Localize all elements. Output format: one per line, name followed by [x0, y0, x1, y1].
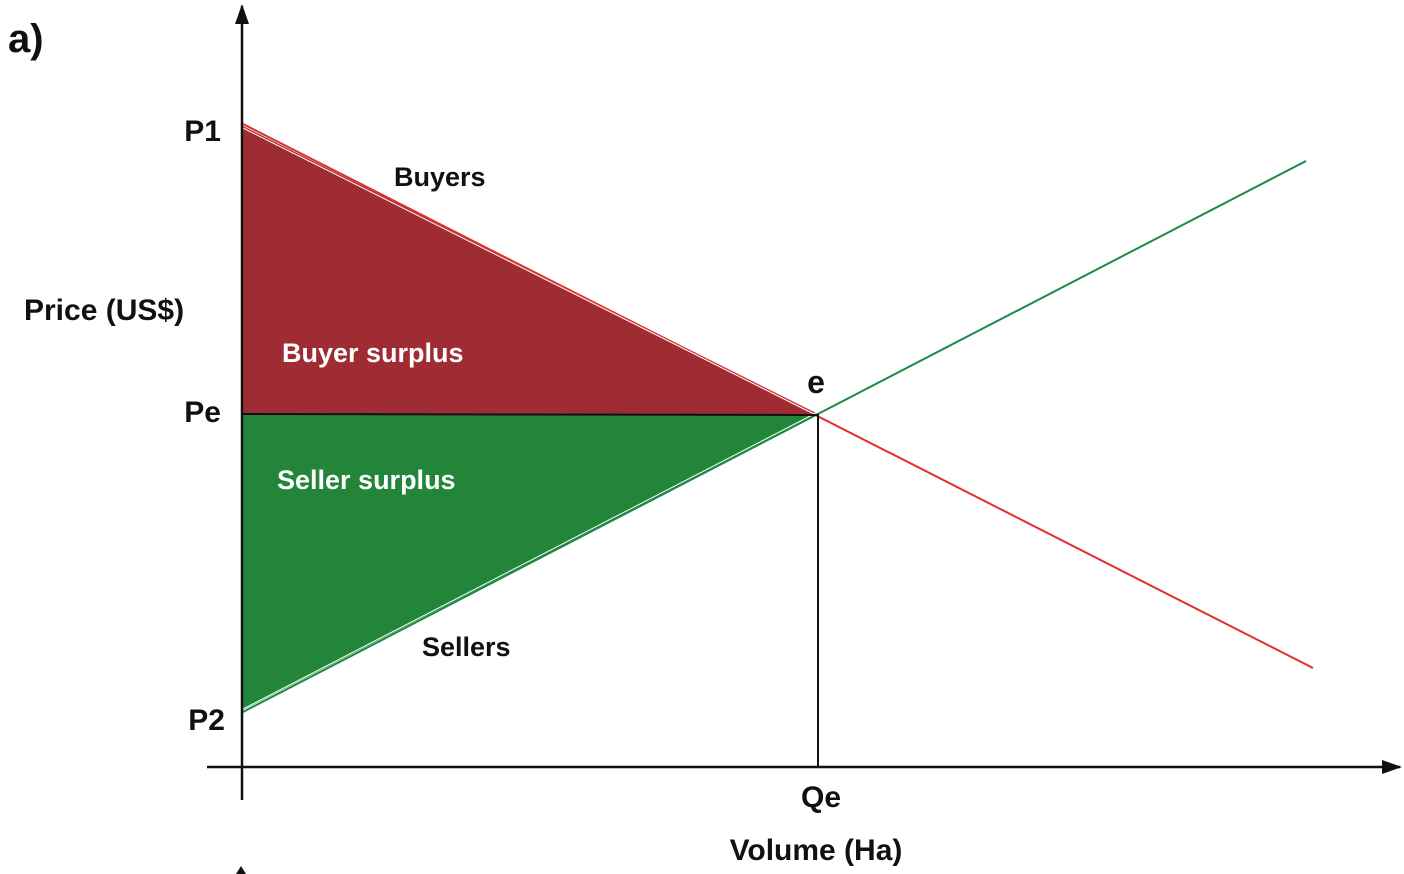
next-panel-arrow-tip — [236, 866, 246, 874]
tick-label-p2: P2 — [188, 704, 225, 737]
equilibrium-point-label: e — [807, 364, 825, 400]
sellers-supply-line — [242, 160, 1307, 713]
seller-surplus-label: Seller surplus — [277, 465, 456, 495]
buyers-highlight-line — [242, 127, 819, 417]
tick-label-p1: P1 — [184, 115, 221, 148]
buyer-surplus-label: Buyer surplus — [282, 338, 464, 368]
equilibrium-price-line — [242, 413, 819, 416]
sellers-highlight-line — [242, 411, 819, 710]
tick-label-pe: Pe — [184, 396, 221, 429]
tick-label-qe: Qe — [801, 781, 841, 814]
sellers-curve-label: Sellers — [422, 632, 511, 662]
y-axis-label: Price (US$) — [24, 294, 184, 327]
panel-label: a) — [8, 17, 44, 61]
buyers-curve-label: Buyers — [394, 162, 486, 192]
x-axis-label: Volume (Ha) — [730, 834, 903, 867]
